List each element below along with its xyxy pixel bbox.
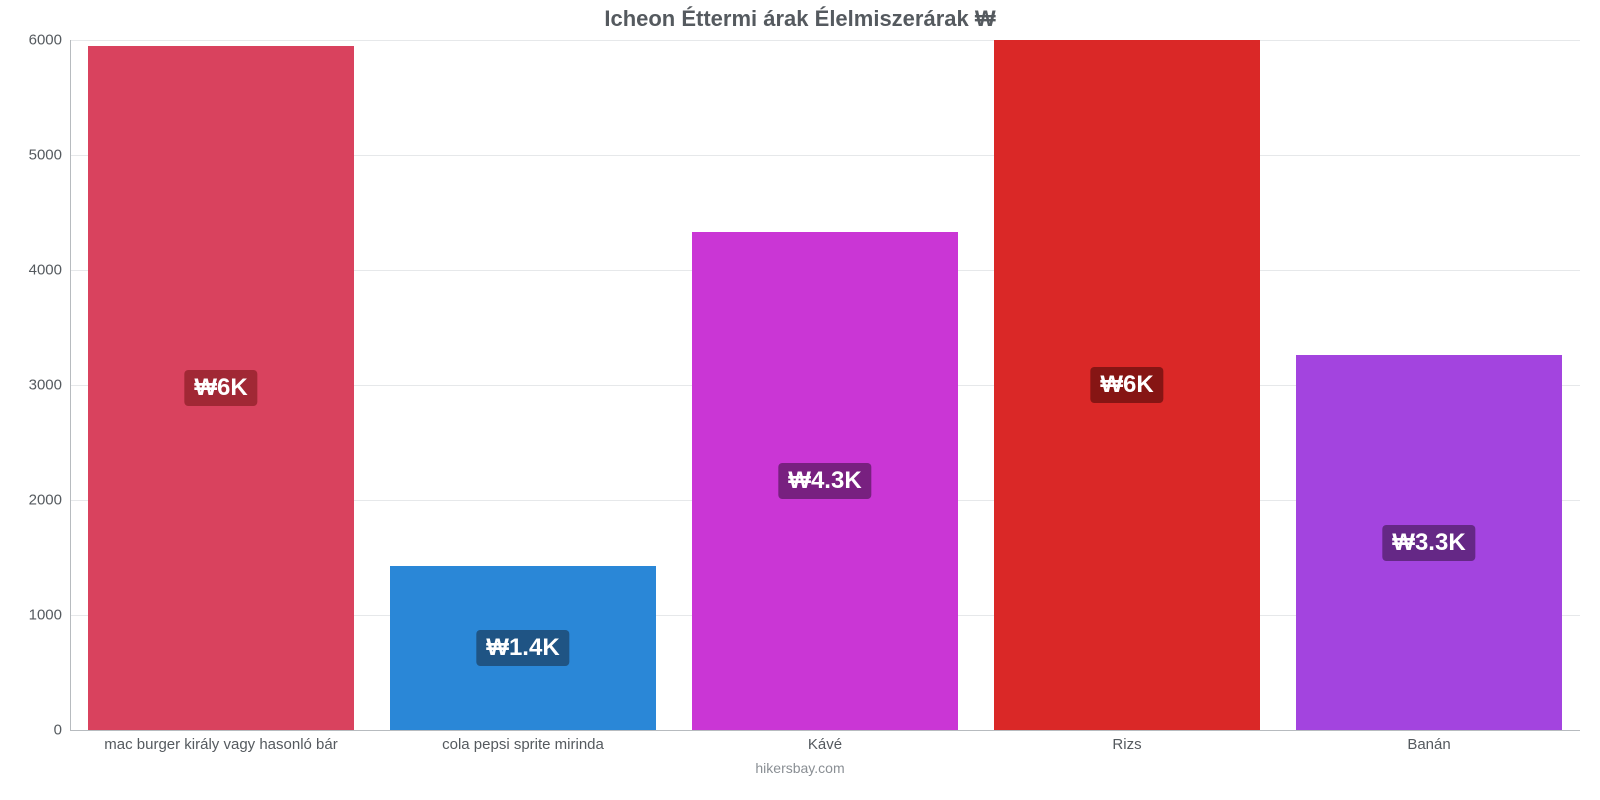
x-axis-line: [70, 730, 1580, 731]
bar-value-label: ₩6K: [184, 370, 257, 406]
chart-footer: hikersbay.com: [0, 760, 1600, 776]
y-tick-label: 5000: [29, 147, 62, 164]
x-tick-label: mac burger király vagy hasonló bár: [104, 736, 337, 753]
bar: ₩6K: [994, 40, 1260, 730]
x-tick-label: Rizs: [1112, 736, 1141, 753]
chart-title: Icheon Éttermi árak Élelmiszerárak ₩: [0, 6, 1600, 32]
y-tick-label: 6000: [29, 32, 62, 49]
grid-line: [70, 40, 1580, 41]
bar: ₩1.4K: [390, 566, 656, 730]
y-tick-label: 2000: [29, 492, 62, 509]
bar: ₩3.3K: [1296, 355, 1562, 730]
plot-area: 0100020003000400050006000₩6Kmac burger k…: [70, 40, 1580, 730]
y-tick-label: 0: [54, 722, 62, 739]
bar: ₩6K: [88, 46, 354, 730]
bar-value-label: ₩1.4K: [476, 630, 569, 666]
bar: ₩4.3K: [692, 232, 958, 730]
price-bar-chart: Icheon Éttermi árak Élelmiszerárak ₩0100…: [0, 0, 1600, 800]
bar-value-label: ₩3.3K: [1382, 525, 1475, 561]
y-tick-label: 4000: [29, 262, 62, 279]
y-tick-label: 1000: [29, 607, 62, 624]
y-axis-line: [70, 40, 71, 730]
bar-value-label: ₩4.3K: [778, 463, 871, 499]
x-tick-label: Kávé: [808, 736, 842, 753]
x-tick-label: cola pepsi sprite mirinda: [442, 736, 604, 753]
x-tick-label: Banán: [1407, 736, 1450, 753]
y-tick-label: 3000: [29, 377, 62, 394]
bar-value-label: ₩6K: [1090, 367, 1163, 403]
